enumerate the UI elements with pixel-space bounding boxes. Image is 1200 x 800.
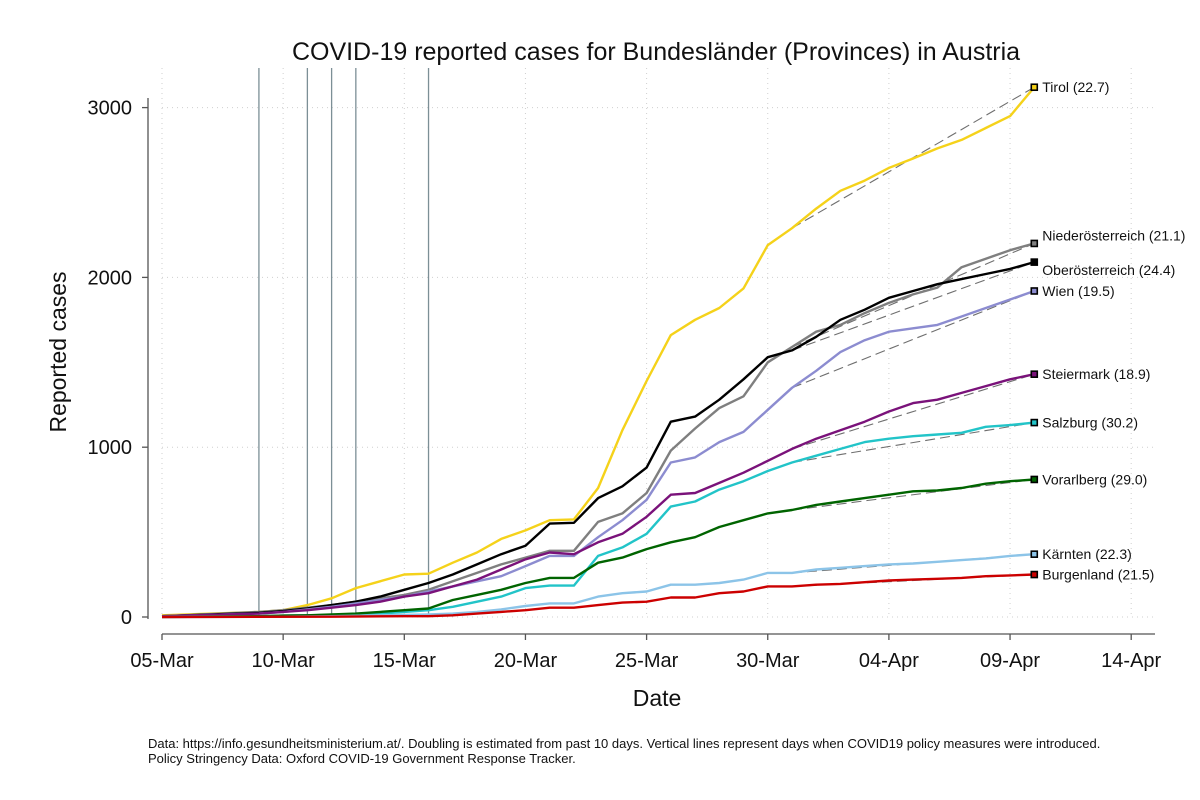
series-end-marker-3 [1030,287,1039,295]
series-line-0 [161,86,1036,617]
x-tick-label-4: 25-Mar [615,650,679,672]
series-label-6: Vorarlberg (29.0) [1042,471,1147,487]
footnote-source: Data: https://info.gesundheitsministeriu… [148,736,1101,751]
x-tick-label-6: 04-Apr [859,650,919,672]
grid-lines [161,68,1155,618]
trend-line-6 [791,478,1035,511]
chart-title: COVID-19 reported cases for Bundesländer… [292,38,1020,66]
series-end-marker-2 [1030,258,1039,266]
series-end-marker-0 [1030,83,1039,92]
x-tick-label-0: 05-Mar [130,650,194,672]
y-tick-label-2: 2000 [88,267,133,289]
series-line-3 [161,289,1035,618]
axes: 0 1000 2000 3000 05-Mar 10-Mar 15-Mar 20-Mar 25-… [88,98,1162,672]
series-line-2 [161,260,1035,618]
series-end-marker-8 [1030,570,1039,579]
series-line-4 [161,373,1035,618]
series-label-4: Steiermark (18.9) [1042,366,1150,382]
series-lines [161,83,1039,619]
series-line-7 [161,553,1035,619]
trend-lines [791,86,1035,587]
series-line-6 [161,478,1035,619]
x-tick-label-2: 15-Mar [373,650,437,672]
x-tick-label-8: 14-Apr [1101,650,1161,672]
trend-line-5 [791,422,1035,464]
y-tick-label-3: 3000 [88,98,133,120]
trend-line-3 [791,290,1035,389]
series-label-3: Wien (19.5) [1042,283,1114,299]
x-tick-label-5: 30-Mar [736,650,800,672]
series-end-marker-7 [1030,550,1039,558]
series-labels: Tirol (22.7) Niederösterreich (21.1) Oberö… [1042,79,1185,582]
trend-line-2 [791,261,1035,351]
trend-line-1 [791,242,1035,348]
footnote-stringency: Policy Stringency Data: Oxford COVID-19 … [148,751,576,766]
x-tick-label-1: 10-Mar [251,650,315,672]
series-label-1: Niederösterreich (21.1) [1042,227,1185,243]
y-tick-label-1: 1000 [88,437,133,459]
series-label-5: Salzburg (30.2) [1042,415,1138,431]
series-end-marker-4 [1030,370,1039,378]
x-tick-label-3: 20-Mar [494,650,558,672]
x-axis-label: Date [633,685,682,711]
policy-lines [258,68,430,617]
trend-line-4 [791,373,1035,450]
x-tick-label-7: 09-Apr [980,650,1040,672]
series-line-8 [161,573,1035,619]
series-label-0: Tirol (22.7) [1042,79,1109,95]
y-axis-label: Reported cases [45,271,71,432]
series-label-8: Burgenland (21.5) [1042,567,1154,583]
series-end-marker-6 [1030,475,1039,484]
series-label-7: Kärnten (22.3) [1042,546,1132,562]
series-end-marker-1 [1030,239,1039,248]
series-end-marker-5 [1030,418,1039,427]
y-tick-label-0: 0 [121,607,132,629]
series-line-5 [161,421,1035,618]
series-label-2: Oberösterreich (24.4) [1042,262,1175,278]
